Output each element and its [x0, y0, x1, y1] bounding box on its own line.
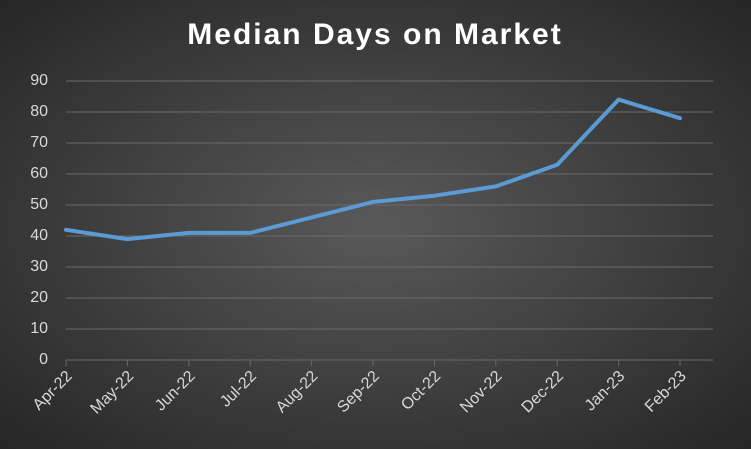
y-tick-label: 30 [30, 258, 48, 275]
y-tick-label: 90 [30, 72, 48, 89]
data-line [64, 97, 682, 242]
y-tick-label: 80 [30, 103, 48, 120]
y-tick-label: 60 [30, 165, 48, 182]
y-tick-label: 20 [30, 289, 48, 306]
y-tick-label: 50 [30, 196, 48, 213]
y-tick-label: 70 [30, 134, 48, 151]
chart-title: Median Days on Market [187, 18, 562, 51]
y-tick-label: 0 [39, 351, 48, 368]
y-tick-label: 40 [30, 227, 48, 244]
y-tick-label: 10 [30, 320, 48, 337]
